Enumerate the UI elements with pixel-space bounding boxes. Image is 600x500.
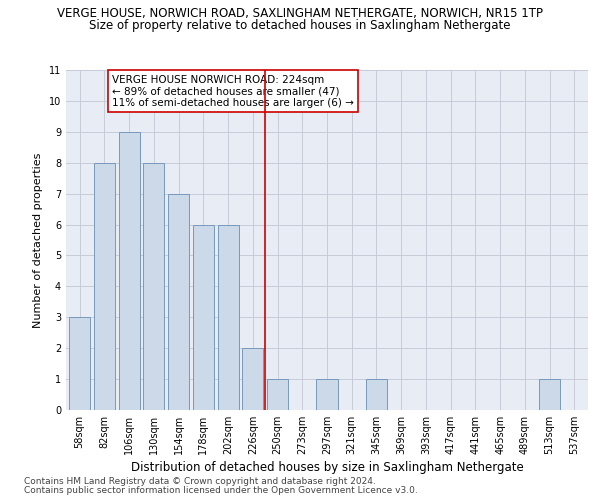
Text: Size of property relative to detached houses in Saxlingham Nethergate: Size of property relative to detached ho…: [89, 18, 511, 32]
Text: Contains HM Land Registry data © Crown copyright and database right 2024.: Contains HM Land Registry data © Crown c…: [24, 477, 376, 486]
Bar: [94, 162, 115, 410]
Bar: [193, 224, 214, 410]
Bar: [143, 162, 164, 410]
Text: VERGE HOUSE NORWICH ROAD: 224sqm
← 89% of detached houses are smaller (47)
11% o: VERGE HOUSE NORWICH ROAD: 224sqm ← 89% o…: [112, 74, 353, 108]
X-axis label: Distribution of detached houses by size in Saxlingham Nethergate: Distribution of detached houses by size …: [131, 461, 523, 474]
Bar: [539, 379, 560, 410]
Text: Contains public sector information licensed under the Open Government Licence v3: Contains public sector information licen…: [24, 486, 418, 495]
Bar: [267, 379, 288, 410]
Y-axis label: Number of detached properties: Number of detached properties: [34, 152, 43, 328]
Bar: [218, 224, 239, 410]
Text: VERGE HOUSE, NORWICH ROAD, SAXLINGHAM NETHERGATE, NORWICH, NR15 1TP: VERGE HOUSE, NORWICH ROAD, SAXLINGHAM NE…: [57, 8, 543, 20]
Bar: [316, 379, 338, 410]
Bar: [366, 379, 387, 410]
Bar: [119, 132, 140, 410]
Bar: [242, 348, 263, 410]
Bar: [69, 318, 90, 410]
Bar: [168, 194, 189, 410]
